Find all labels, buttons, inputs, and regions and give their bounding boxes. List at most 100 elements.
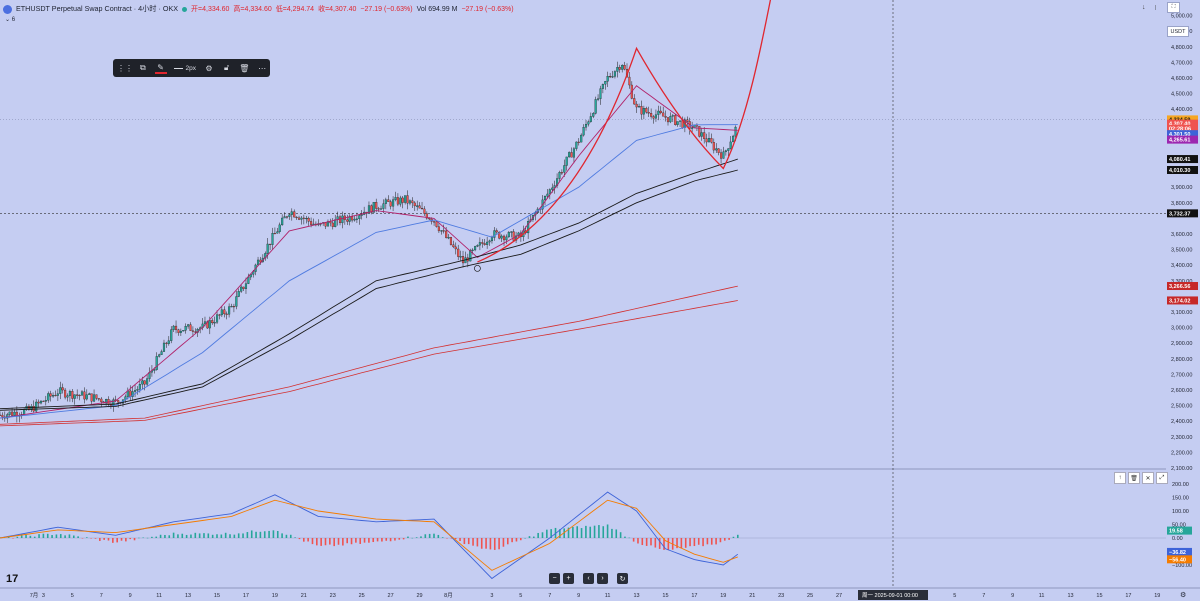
candle-up xyxy=(372,202,375,213)
settings-icon[interactable]: ⚙ xyxy=(205,63,213,73)
macd-bar xyxy=(289,534,292,538)
line-width-button[interactable]: 2px xyxy=(171,61,199,75)
scroll-right-icon[interactable]: › xyxy=(597,573,608,584)
macd-bar xyxy=(203,533,205,538)
candle-down xyxy=(420,207,424,210)
zoom-out-icon[interactable]: − xyxy=(549,573,560,584)
candle-up xyxy=(59,387,62,394)
indicator-count[interactable]: ⌄ 6 xyxy=(5,17,16,23)
price-tick-label: 3,400.00 xyxy=(1171,263,1192,269)
date-tick-label: 3 xyxy=(42,593,45,599)
candle-up xyxy=(68,391,71,396)
price-label-bg xyxy=(1167,165,1198,174)
macd-bar xyxy=(302,538,305,542)
candle-up xyxy=(654,114,657,119)
macd-bar xyxy=(480,538,483,549)
lock-icon[interactable]: 🔓︎ xyxy=(224,63,230,72)
macd-dea-line xyxy=(0,499,738,571)
macd-bar xyxy=(472,538,474,546)
price-tick-label: 2,500.00 xyxy=(1171,404,1192,410)
macd-bar xyxy=(567,527,570,538)
macd-bar xyxy=(255,531,257,538)
price-tick-label: 2,800.00 xyxy=(1171,357,1192,363)
pane-collapse-icon[interactable]: ✕ xyxy=(1142,472,1154,484)
candle-down xyxy=(83,391,86,400)
macd-bar xyxy=(619,532,622,538)
macd-bar xyxy=(272,530,275,538)
template-icon[interactable]: ⧉ xyxy=(140,63,146,72)
macd-bar xyxy=(329,538,331,545)
scroll-left-icon[interactable]: ‹ xyxy=(583,573,594,584)
macd-dif-line xyxy=(0,491,739,580)
candle-up xyxy=(182,330,185,332)
date-tick-label: 23 xyxy=(330,593,336,599)
macd-bar xyxy=(42,533,45,538)
pane-delete-icon[interactable]: 🗑︎ xyxy=(1128,472,1140,484)
macd-bar xyxy=(459,538,461,542)
macd-bar xyxy=(476,538,479,547)
candle-down xyxy=(647,112,650,114)
candle-up xyxy=(167,340,170,344)
candle-up xyxy=(611,76,614,78)
zoom-in-icon[interactable]: + xyxy=(563,573,574,584)
price-tick-label: 2,200.00 xyxy=(1171,450,1192,456)
candle-up xyxy=(73,394,76,399)
macd-bar xyxy=(572,526,574,538)
symbol-legend: ETHUSDT Perpetual Swap Contract · 4小时 · … xyxy=(3,2,514,16)
candle-up xyxy=(638,106,641,108)
candle-down xyxy=(512,231,515,241)
macd-bar xyxy=(316,538,318,546)
candle-up xyxy=(478,242,481,246)
macd-bar xyxy=(637,538,639,544)
candle-up xyxy=(247,276,250,284)
pen-color-icon[interactable]: ✎ xyxy=(154,62,167,74)
macd-bar xyxy=(563,528,565,538)
candle-up xyxy=(162,342,166,352)
pane-maximize-icon[interactable]: ⤢ xyxy=(1156,472,1168,484)
macd-bar xyxy=(450,538,453,539)
macd-bar xyxy=(172,532,175,538)
candle-up xyxy=(505,236,508,241)
candle-up xyxy=(228,306,231,315)
trash-icon[interactable]: 🗑︎ xyxy=(239,63,250,73)
macd-bar xyxy=(355,538,357,543)
macd-label-bg xyxy=(1167,555,1192,564)
macd-bar xyxy=(589,526,592,538)
currency-select[interactable]: USDT xyxy=(1167,26,1189,37)
candle-down xyxy=(64,389,67,398)
price-tick-label: 3,900.00 xyxy=(1171,185,1192,191)
price-label: 4,265.61 xyxy=(1169,138,1190,144)
fullscreen-icon[interactable]: ⛶ xyxy=(1167,2,1180,13)
arrow-down-icon[interactable]: ↓ xyxy=(1142,4,1146,11)
candle-up xyxy=(355,218,358,220)
candle-down xyxy=(194,331,197,333)
pane-up-icon[interactable]: ↑ xyxy=(1114,472,1126,484)
price-tick-label: 4,800.00 xyxy=(1171,45,1192,51)
date-tick-label: 5 xyxy=(953,593,956,599)
candle-up xyxy=(353,218,356,221)
candle-down xyxy=(387,199,390,202)
candle-down xyxy=(117,400,120,403)
ema-fast-line xyxy=(0,85,738,419)
candle-down xyxy=(674,115,677,125)
ema-55-line xyxy=(0,124,738,419)
macd-bar xyxy=(533,536,535,538)
price-tick-label: 3,800.00 xyxy=(1171,201,1192,207)
drag-handle-icon[interactable]: ⋮⋮ xyxy=(117,63,133,73)
reset-icon[interactable]: ↻ xyxy=(617,573,628,584)
price-label: 4,307.40 xyxy=(1169,122,1190,128)
macd-bar xyxy=(133,538,136,541)
macd-bar xyxy=(281,533,283,538)
candle-down xyxy=(703,132,706,139)
date-tick-label: 19 xyxy=(272,593,278,599)
candle-down xyxy=(495,230,498,233)
macd-bar xyxy=(85,537,88,538)
candle-up xyxy=(582,127,585,136)
volume-change: −27.19 (−0.63%) xyxy=(461,5,514,13)
more-icon[interactable]: ⋯ xyxy=(258,63,267,73)
candle-down xyxy=(413,202,416,207)
symbol-title[interactable]: ETHUSDT Perpetual Swap Contract · 4小时 · … xyxy=(16,4,179,13)
macd-tick-label: 0.00 xyxy=(1172,536,1183,542)
candle-up xyxy=(488,240,491,243)
